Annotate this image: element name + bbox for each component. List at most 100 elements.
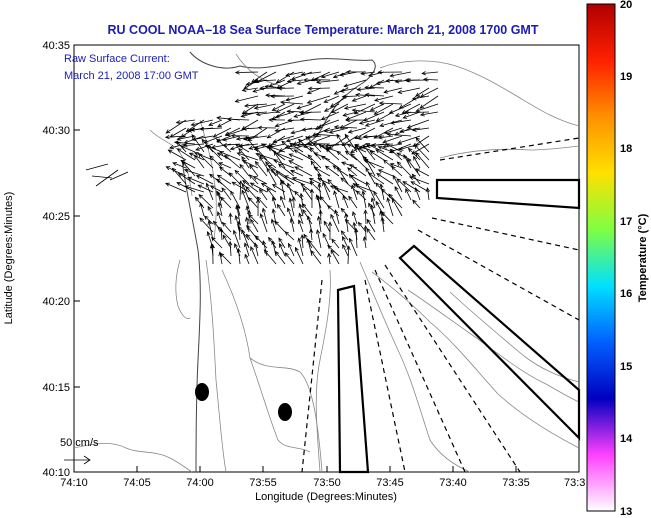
dashed-line-2: [431, 217, 580, 251]
current-vector: [219, 166, 232, 177]
current-vector-head: [407, 158, 412, 164]
current-vector-head: [254, 160, 260, 166]
current-vector: [208, 220, 214, 241]
current-vector: [310, 229, 313, 241]
current-vector-head: [238, 180, 243, 185]
current-vector: [207, 206, 214, 217]
contour-13: [73, 443, 193, 473]
contour-4: [315, 269, 331, 473]
current-vector: [298, 139, 313, 153]
current-vector-head: [351, 97, 357, 102]
current-vector: [352, 109, 376, 113]
current-vector: [236, 204, 241, 225]
current-vector-head: [368, 72, 373, 77]
current-vector-head: [307, 154, 313, 160]
current-vector: [352, 95, 367, 102]
current-vector: [259, 156, 268, 169]
current-vector-head: [285, 97, 291, 102]
colorbar-tick-label: 13: [620, 506, 632, 518]
current-vector-head: [277, 86, 283, 91]
current-vector-head: [247, 209, 252, 215]
current-vector-head: [298, 110, 304, 115]
current-vector-head: [327, 204, 332, 210]
current-vector-head: [255, 152, 261, 157]
current-vector-head: [318, 144, 324, 149]
current-vector-head: [209, 155, 214, 160]
current-vector-head: [268, 117, 273, 123]
current-vector-head: [386, 132, 392, 137]
current-vector-head: [361, 190, 366, 196]
current-vector-head: [240, 113, 246, 118]
current-vector-head: [206, 231, 211, 236]
current-vector: [300, 118, 322, 121]
current-vector: [249, 143, 268, 150]
current-vector: [305, 136, 322, 153]
current-vector-head: [377, 70, 382, 75]
current-vector: [184, 169, 205, 177]
current-vector: [256, 111, 277, 115]
current-vector-head: [203, 139, 209, 144]
surface-current-vectors: [164, 69, 439, 265]
current-vector-head: [337, 166, 342, 172]
current-vector-head: [176, 148, 182, 153]
current-vector: [244, 242, 250, 257]
current-vector: [272, 197, 277, 209]
current-vector-head: [383, 89, 389, 94]
y-tick-label: 40:15: [42, 382, 70, 394]
current-vector-head: [403, 154, 408, 159]
current-vector-head: [177, 172, 183, 177]
current-vector-head: [366, 227, 371, 233]
current-vector: [322, 181, 331, 201]
current-vector: [243, 111, 268, 115]
current-vector-head: [332, 165, 338, 170]
current-vector: [217, 211, 223, 225]
current-vector-head: [255, 112, 261, 117]
current-vector-head: [295, 142, 301, 147]
current-vector-head: [183, 168, 189, 173]
current-vector-head: [343, 83, 349, 88]
current-vector: [365, 143, 385, 153]
current-vector-head: [382, 144, 388, 149]
current-vector-head: [209, 173, 214, 179]
current-vector: [391, 198, 403, 217]
current-vector-head: [248, 213, 253, 219]
current-vector-head: [333, 185, 339, 190]
current-vector: [374, 95, 394, 101]
current-vector-head: [243, 242, 248, 248]
contour-8: [449, 291, 580, 383]
current-vector: [210, 185, 223, 193]
colorbar-tick-label: 17: [620, 216, 632, 228]
current-vector-head: [242, 180, 247, 185]
current-vector: [200, 127, 223, 130]
current-vector: [339, 71, 358, 76]
current-vector-head: [368, 202, 373, 208]
current-vector-head: [405, 188, 410, 193]
current-vector-head: [253, 105, 259, 110]
x-tick-label: 73:3: [564, 477, 585, 489]
current-vector: [366, 219, 376, 233]
current-vector-head: [309, 146, 314, 152]
current-vector: [398, 87, 421, 93]
current-vector: [330, 185, 349, 193]
current-vector: [290, 218, 295, 233]
current-vector-head: [340, 230, 346, 235]
current-vector-head: [231, 181, 237, 186]
current-vector: [321, 71, 340, 78]
current-vector: [336, 151, 349, 161]
current-vector-head: [341, 141, 347, 147]
current-vector-head: [382, 139, 388, 144]
current-vector: [220, 196, 232, 209]
current-vector: [302, 187, 313, 201]
current-vector: [196, 175, 214, 185]
current-vector: [397, 135, 421, 144]
current-vector-head: [352, 221, 357, 227]
legend-label: Raw Surface Current:: [64, 53, 170, 65]
current-vector-head: [291, 176, 297, 181]
current-vector-head: [289, 142, 295, 147]
current-vector-head: [398, 146, 404, 151]
current-vector: [255, 235, 268, 249]
colorbar-tick-label: 20: [620, 0, 632, 11]
x-tick-label: 74:05: [123, 477, 151, 489]
current-vector: [180, 160, 196, 169]
current-vector: [419, 95, 439, 109]
